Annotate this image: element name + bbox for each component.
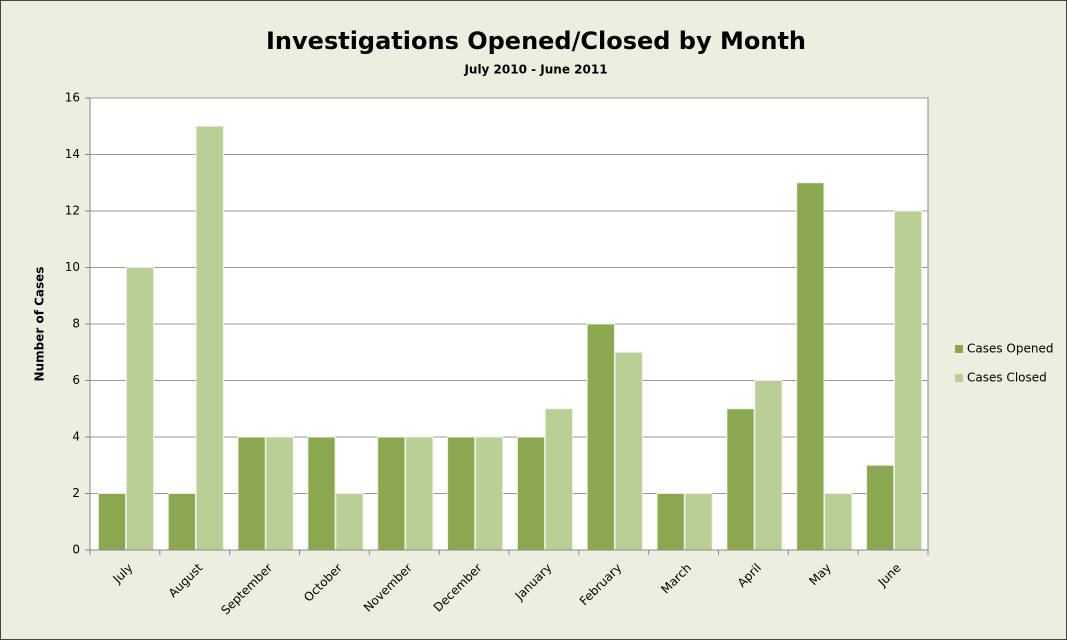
y-tick-label: 16 <box>65 91 80 105</box>
bar <box>544 408 574 551</box>
legend-label: Cases Closed <box>967 371 1047 385</box>
y-tick-label: 2 <box>72 486 80 500</box>
chart-subtitle: July 2010 - June 2011 <box>463 63 607 77</box>
bar <box>335 493 364 551</box>
y-tick-label: 6 <box>72 373 80 387</box>
bar <box>614 351 643 551</box>
bar <box>125 267 155 551</box>
y-tick-label: 0 <box>72 543 80 557</box>
legend-label: Cases Opened <box>967 342 1053 356</box>
bar <box>866 464 895 551</box>
y-tick-label: 4 <box>72 430 80 444</box>
bar <box>684 493 713 551</box>
y-tick-label: 14 <box>65 147 80 161</box>
bar <box>195 125 224 551</box>
bar <box>656 493 685 551</box>
bar <box>307 436 336 551</box>
bar <box>97 493 127 551</box>
bar <box>516 436 546 551</box>
bar <box>824 493 853 551</box>
bar <box>754 380 783 551</box>
legend-swatch <box>955 374 963 382</box>
bar <box>796 182 825 551</box>
bar <box>237 436 266 551</box>
bar <box>893 210 923 551</box>
legend-swatch <box>955 345 963 353</box>
y-tick-label: 12 <box>65 204 80 218</box>
y-tick-label: 8 <box>72 317 80 331</box>
y-tick-label: 10 <box>65 260 80 274</box>
bar <box>167 493 196 551</box>
y-axis-label: Number of Cases <box>33 267 47 382</box>
bar <box>474 436 504 551</box>
chart-title: Investigations Opened/Closed by Month <box>266 27 806 55</box>
bar <box>447 436 476 551</box>
bar <box>405 436 434 551</box>
bar <box>265 436 294 551</box>
bar <box>586 323 615 551</box>
bar <box>377 436 406 551</box>
bar <box>726 408 755 551</box>
